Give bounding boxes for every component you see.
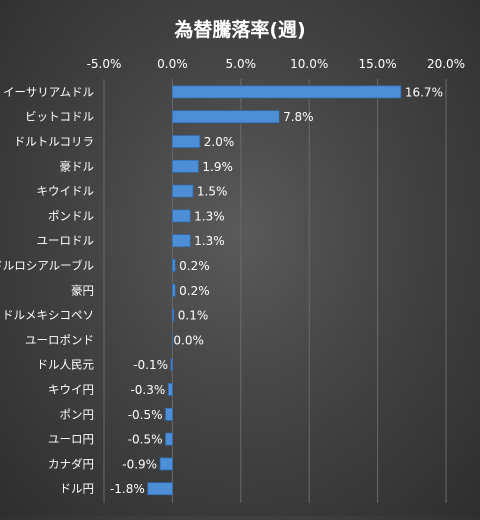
category-label: キウイドル	[37, 184, 95, 198]
chart-title: 為替騰落率(週)	[174, 18, 305, 41]
bar	[172, 309, 173, 321]
bar	[172, 284, 175, 296]
x-tick-label: 10.0%	[290, 57, 328, 71]
bar	[172, 235, 190, 247]
x-tick-label: 5.0%	[226, 57, 257, 71]
bar	[172, 185, 193, 197]
category-label: キウイ円	[48, 383, 94, 397]
category-label: イーサリアムドル	[3, 85, 94, 99]
bar	[172, 260, 175, 272]
data-label: 2.0%	[204, 135, 235, 149]
category-label: ドルロシアルーブル	[0, 259, 94, 273]
data-label: -0.1%	[133, 358, 168, 372]
category-label: ポンドル	[48, 209, 94, 223]
data-labels: 16.7% 7.8% 2.0% 1.9% 1.5% 1.3% 1.3% 0.2% 0.2% 0.1…	[110, 85, 443, 496]
category-label: ユーロポンド	[25, 333, 94, 347]
category-label: ドルトルコリラ	[14, 135, 94, 149]
category-label: ユーロドル	[37, 234, 95, 248]
bar	[172, 136, 199, 148]
data-label: 1.3%	[194, 209, 225, 223]
x-axis-tick-labels: -5.0% 0.0% 5.0% 10.0% 15.0% 20.0%	[87, 57, 465, 71]
category-label: ドルメキシコペソ	[2, 308, 94, 322]
data-label: 7.8%	[283, 110, 314, 124]
x-tick-label: -5.0%	[87, 57, 122, 71]
bar	[171, 359, 172, 371]
bar	[172, 210, 190, 222]
data-label: 0.1%	[178, 309, 209, 323]
x-tick-label: 15.0%	[359, 57, 397, 71]
data-label: 16.7%	[405, 85, 443, 99]
bar	[166, 408, 173, 420]
bar	[168, 384, 172, 396]
category-label: ポン円	[60, 407, 95, 421]
x-tick-label: 0.0%	[157, 57, 188, 71]
data-label: -0.3%	[130, 383, 165, 397]
category-label: カナダ円	[48, 457, 94, 471]
data-label: 1.5%	[197, 185, 228, 199]
data-label: 0.0%	[173, 333, 204, 347]
data-label: 1.3%	[194, 234, 225, 248]
category-label: 豪ドル	[60, 159, 95, 173]
category-label: 豪円	[71, 283, 94, 297]
bar	[172, 160, 198, 172]
data-label: -0.5%	[128, 433, 163, 447]
bar	[172, 111, 279, 123]
bar	[160, 458, 172, 470]
data-label: 1.9%	[202, 160, 233, 174]
category-label: ドル円	[60, 482, 95, 496]
category-labels: イーサリアムドルビットコドルドルトルコリラ豪ドルキウイドルポンドルユーロドルドル…	[0, 85, 94, 496]
bar	[172, 86, 400, 98]
data-label: -1.8%	[110, 482, 145, 496]
bar	[148, 483, 173, 495]
category-label: ドル人民元	[37, 358, 95, 372]
data-label: -0.5%	[128, 408, 163, 422]
x-tick-label: 20.0%	[427, 57, 465, 71]
bar	[166, 433, 173, 445]
data-label: 0.2%	[179, 284, 210, 298]
category-label: ユーロ円	[48, 432, 94, 446]
data-label: 0.2%	[179, 259, 210, 273]
data-label: -0.9%	[122, 457, 157, 471]
category-label: ビットコドル	[25, 110, 94, 124]
